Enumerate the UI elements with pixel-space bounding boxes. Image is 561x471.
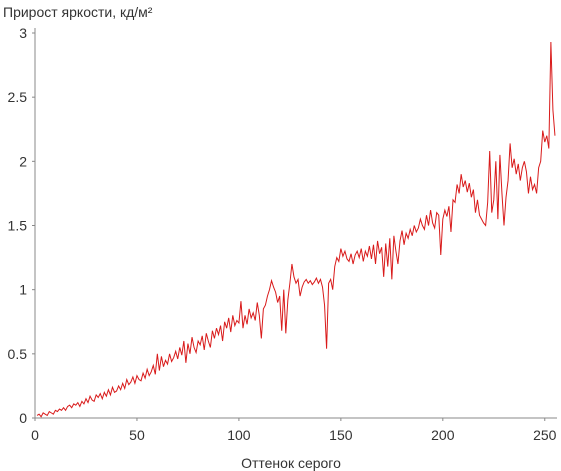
x-tick-label: 250 (533, 427, 557, 443)
x-axis-label: Оттенок серого (241, 455, 341, 471)
y-tick-label: 0 (19, 410, 27, 426)
x-tick-label: 200 (431, 427, 455, 443)
data-line (36, 41, 556, 418)
y-tick-label: 1.5 (8, 218, 28, 234)
x-tick-label: 150 (329, 427, 353, 443)
y-tick-label: 3 (19, 25, 27, 41)
x-tick-label: 0 (31, 427, 39, 443)
x-tick-label: 50 (129, 427, 145, 443)
y-tick-label: 1 (19, 282, 27, 298)
y-tick-label: 2 (19, 153, 27, 169)
y-axis-label: Прирост яркости, кд/м² (3, 4, 153, 20)
y-tick-label: 2.5 (8, 89, 28, 105)
x-tick-label: 100 (227, 427, 251, 443)
y-tick-label: 0.5 (8, 346, 28, 362)
